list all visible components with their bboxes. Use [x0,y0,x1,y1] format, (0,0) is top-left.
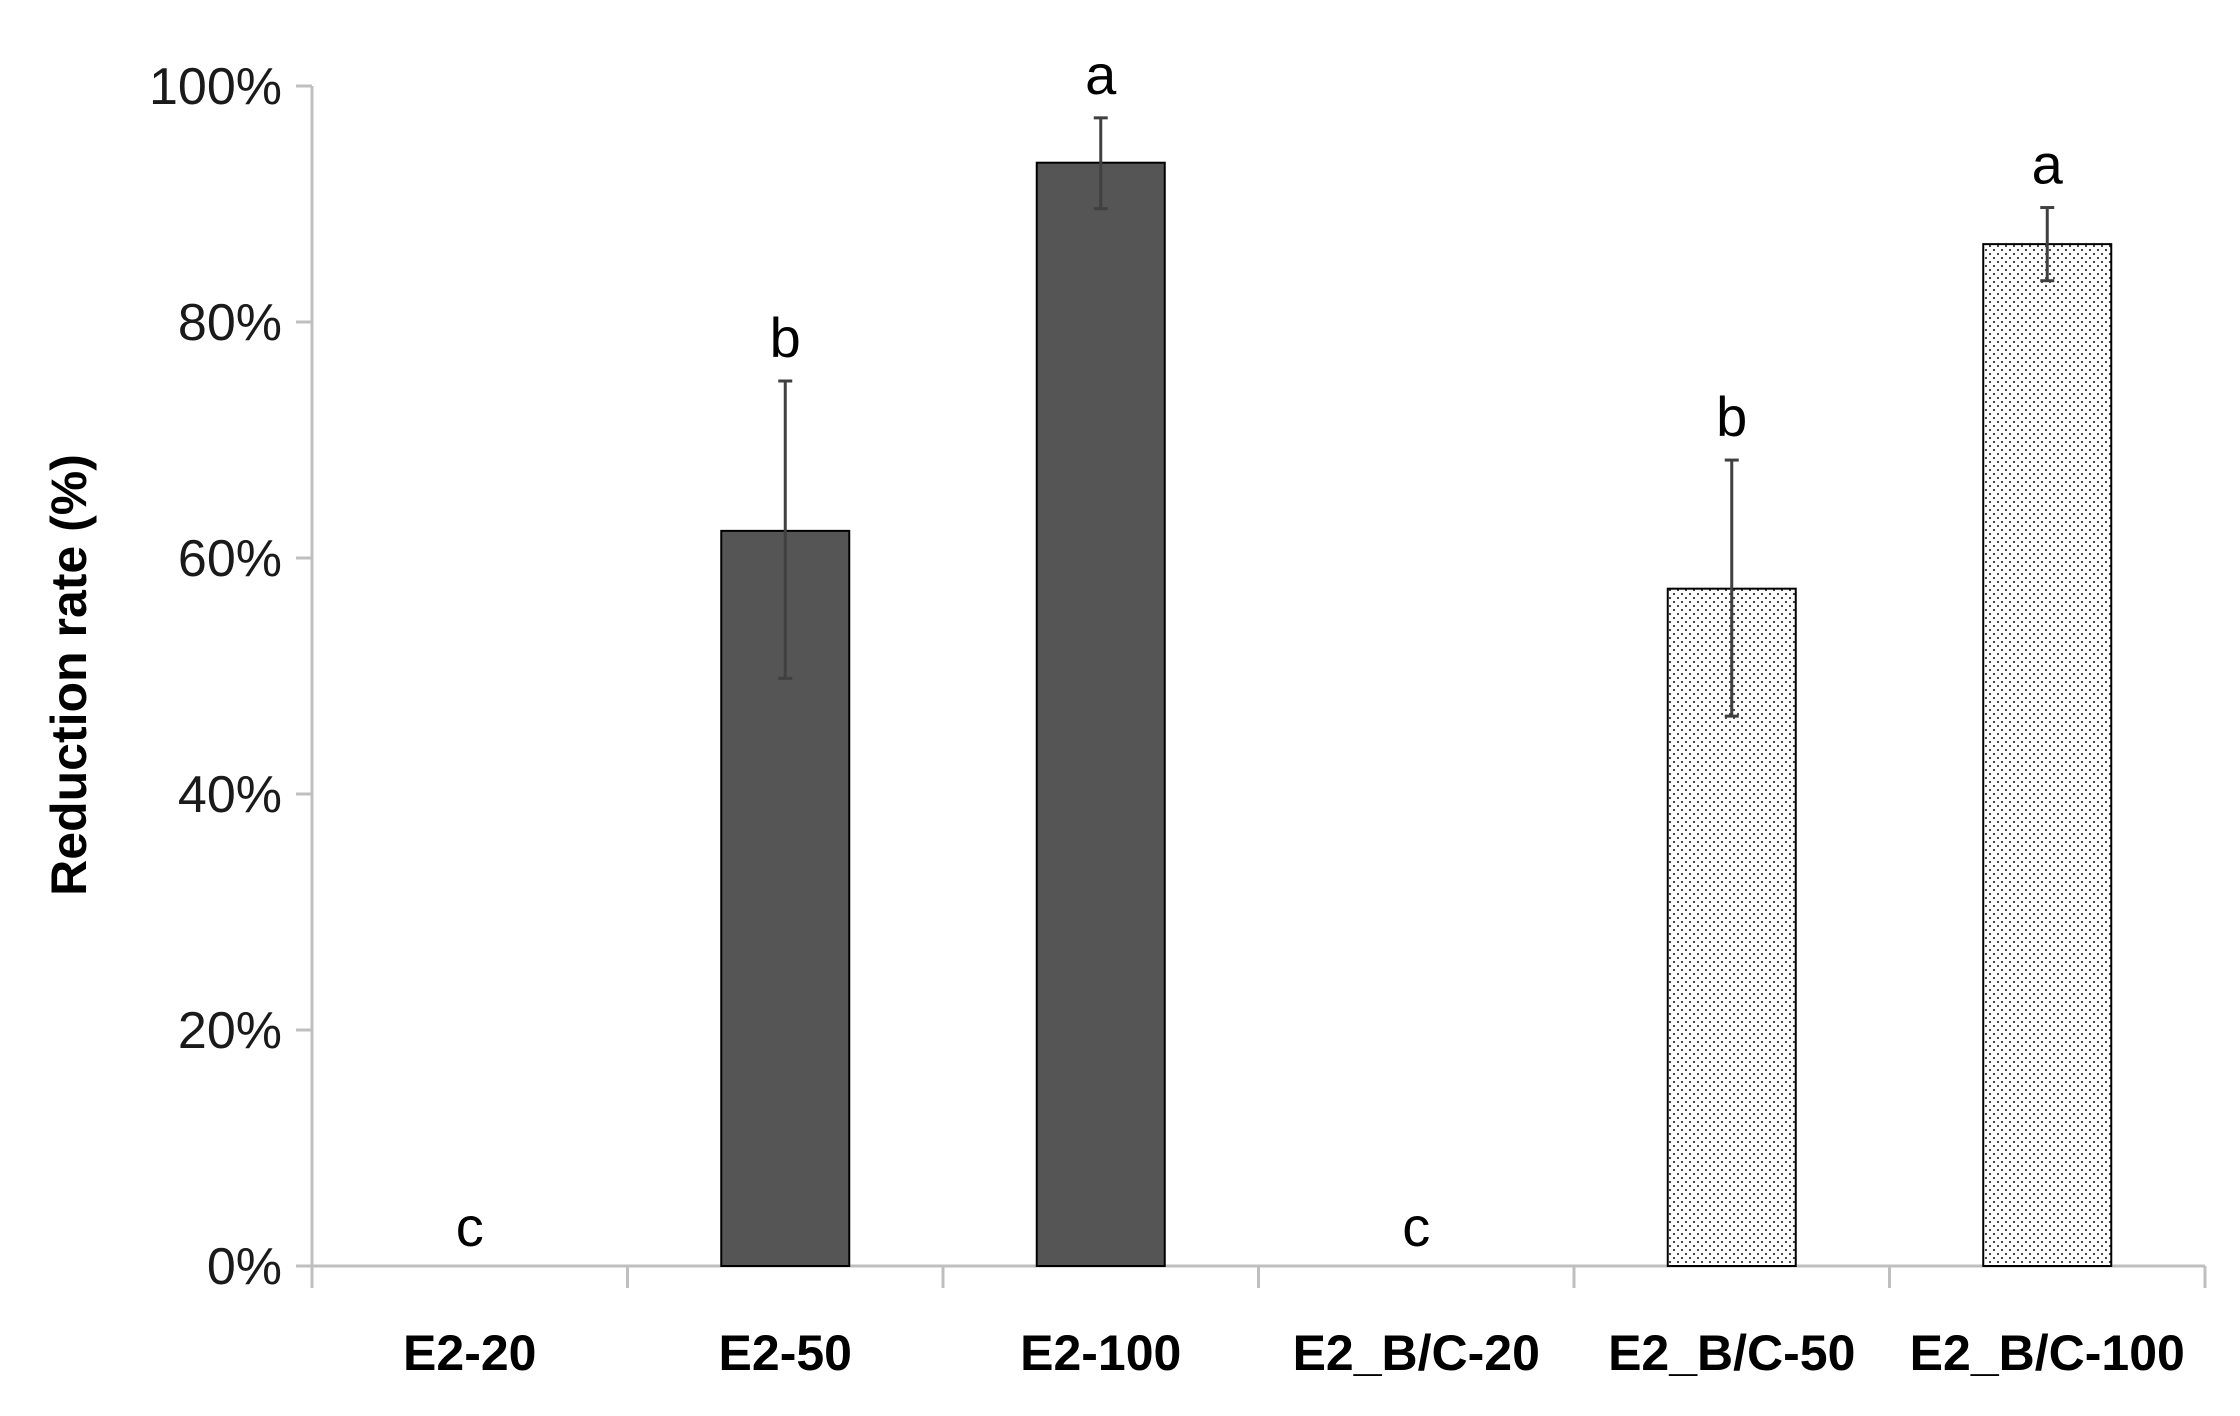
x-category-label: E2_B/C-50 [1608,1325,1855,1381]
significance-letter: c [1402,1195,1430,1258]
significance-letter: b [1716,385,1747,448]
x-category-label: E2_B/C-20 [1293,1325,1540,1381]
y-tick-label: 80% [178,294,282,352]
y-tick-label: 20% [178,1002,282,1060]
y-tick-label: 100% [149,58,282,116]
x-category-label: E2-100 [1020,1325,1181,1381]
error-bar [778,379,793,680]
y-tick-label: 40% [178,766,282,824]
error-bar [2040,206,2055,283]
x-category-label: E2-20 [403,1325,536,1381]
y-axis-title: Reduction rate (%) [41,454,97,896]
y-tick-label: 0% [207,1238,282,1296]
bar-e2-b-c-100 [1982,243,2113,1267]
significance-letter: c [456,1195,484,1258]
significance-letter: a [1085,43,1117,106]
x-category-label: E2_B/C-100 [1910,1325,2185,1381]
error-bar [1724,458,1739,718]
error-bar [1093,116,1108,211]
significance-letter: a [2032,133,2064,196]
bar-e2-100 [1035,161,1166,1268]
significance-letter: b [770,306,801,369]
y-tick-label: 60% [178,530,282,588]
x-category-label: E2-50 [719,1325,852,1381]
